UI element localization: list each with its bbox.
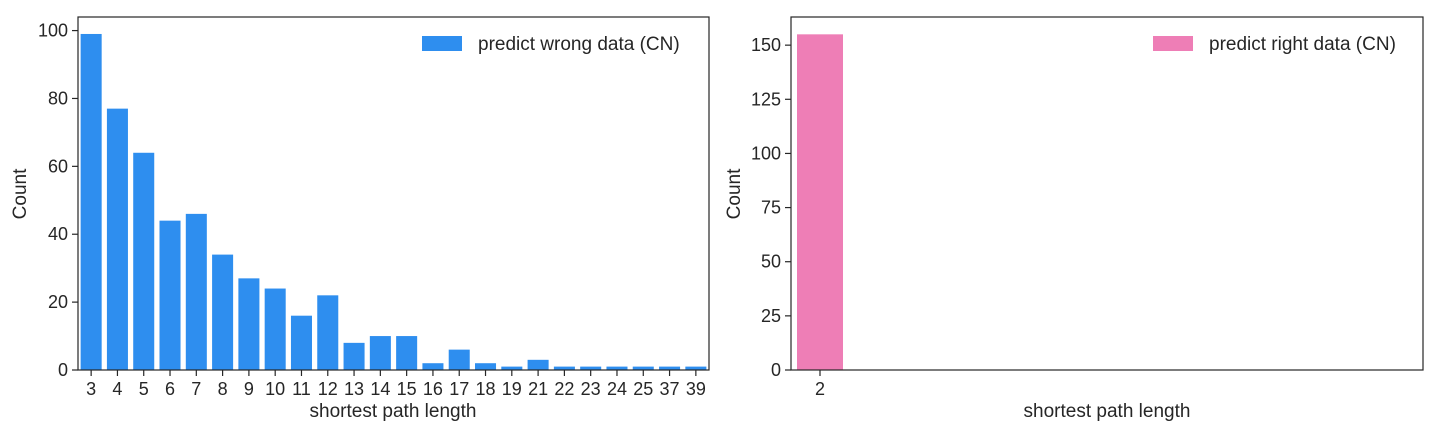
bar-17 (448, 349, 470, 370)
x-tick-label: 14 (370, 379, 390, 399)
x-tick-label: 22 (554, 379, 574, 399)
bar-25 (632, 366, 654, 370)
left-legend-swatch (422, 36, 462, 51)
right-y-axis-label: Count (724, 168, 745, 219)
bar-16 (422, 363, 444, 370)
y-tick-label: 60 (48, 156, 68, 176)
bar-39 (685, 366, 707, 370)
right-bars (797, 34, 843, 370)
left-y-axis-label: Count (10, 168, 31, 219)
x-tick-label: 3 (86, 379, 96, 399)
bar-3 (80, 33, 102, 370)
bar-10 (264, 288, 286, 370)
bar-11 (290, 315, 312, 370)
x-tick-label: 19 (502, 379, 522, 399)
bar-6 (159, 220, 181, 370)
x-tick-label: 18 (476, 379, 496, 399)
bar-18 (475, 363, 497, 370)
y-tick-label: 150 (751, 35, 781, 55)
y-tick-label: 80 (48, 88, 68, 108)
right-legend-swatch (1153, 36, 1193, 51)
x-tick-label: 25 (633, 379, 653, 399)
right-legend: predict right data (CN) (1153, 34, 1396, 55)
bar-14 (369, 336, 391, 370)
left-legend-label: predict wrong data (CN) (478, 34, 680, 55)
bar-23 (580, 366, 602, 370)
x-tick-label: 23 (581, 379, 601, 399)
x-tick-label: 5 (139, 379, 149, 399)
left-bars (80, 33, 707, 370)
bar-7 (185, 213, 207, 370)
bar-15 (396, 336, 418, 370)
bar-5 (133, 152, 155, 370)
x-tick-label: 37 (660, 379, 680, 399)
x-tick-label: 8 (218, 379, 228, 399)
x-tick-label: 21 (528, 379, 548, 399)
x-tick-label: 12 (318, 379, 338, 399)
x-tick-label: 39 (686, 379, 706, 399)
left-x-axis: 3 4 5 6 7 8 9 10 11 12 13 14 15 16 17 18 19 21 22 23 24 25 37 3… (86, 370, 706, 399)
bar-4 (106, 108, 128, 370)
x-tick-label: 11 (292, 379, 311, 399)
left-legend: predict wrong data (CN) (422, 34, 680, 55)
bar-12 (317, 295, 339, 370)
right-x-axis-label: shortest path length (1024, 401, 1191, 422)
x-tick-label: 10 (265, 379, 285, 399)
bar-22 (553, 366, 575, 370)
right-x-axis: 2 (815, 370, 825, 399)
right-plot-frame (790, 16, 1424, 371)
x-tick-label: 2 (815, 379, 825, 399)
x-tick-label: 9 (244, 379, 254, 399)
bar-2 (797, 34, 843, 370)
y-tick-label: 100 (38, 21, 68, 41)
y-tick-label: 0 (771, 360, 781, 380)
y-tick-label: 100 (751, 143, 781, 163)
x-tick-label: 16 (423, 379, 443, 399)
bar-8 (212, 254, 234, 370)
bar-37 (659, 366, 681, 370)
bar-9 (238, 278, 260, 370)
y-tick-label: 25 (761, 306, 781, 326)
x-tick-label: 4 (112, 379, 122, 399)
bar-24 (606, 366, 628, 370)
y-tick-label: 20 (48, 292, 68, 312)
right-legend-label: predict right data (CN) (1209, 34, 1396, 55)
x-tick-label: 13 (344, 379, 364, 399)
y-tick-label: 40 (48, 224, 68, 244)
x-tick-label: 7 (191, 379, 201, 399)
x-tick-label: 17 (449, 379, 469, 399)
y-tick-label: 125 (751, 89, 781, 109)
x-tick-label: 15 (397, 379, 417, 399)
bar-19 (501, 366, 523, 370)
y-tick-label: 75 (761, 198, 781, 218)
x-tick-label: 6 (165, 379, 175, 399)
left-chart: 0 20 40 60 80 100 3 4 5 6 7 8 9 10 11 12 13 14 15 16 17 18 19… (10, 16, 710, 422)
left-y-axis: 0 20 40 60 80 100 (38, 21, 78, 380)
bar-21 (527, 359, 549, 370)
bar-13 (343, 342, 365, 370)
left-plot-frame (77, 16, 710, 371)
left-x-axis-label: shortest path length (310, 401, 477, 422)
right-y-axis: 0 25 50 75 100 125 150 (751, 35, 791, 380)
y-tick-label: 0 (58, 360, 68, 380)
x-tick-label: 24 (607, 379, 627, 399)
y-tick-label: 50 (761, 252, 781, 272)
